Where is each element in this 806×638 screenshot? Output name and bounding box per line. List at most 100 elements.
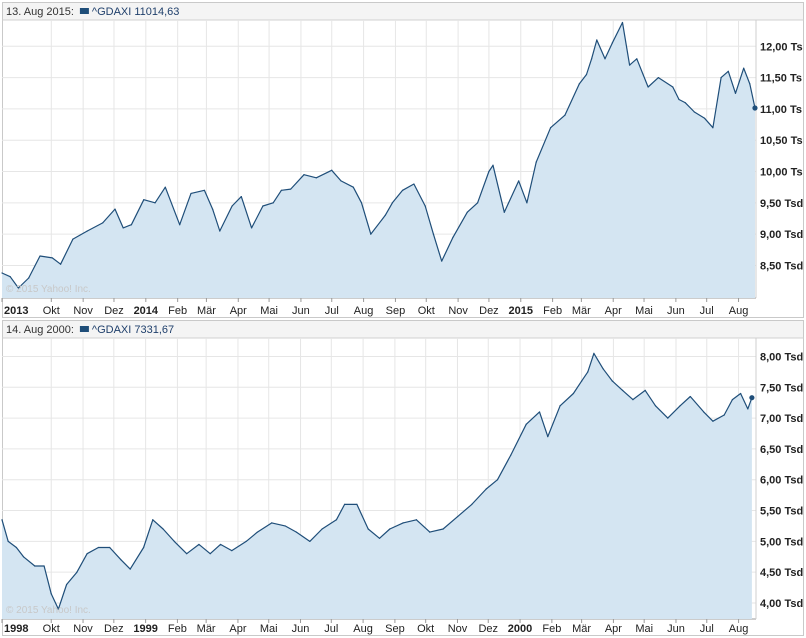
data-point	[526, 202, 528, 204]
data-point	[97, 546, 100, 549]
x-tick-label: Feb	[542, 623, 561, 635]
data-point	[219, 543, 222, 546]
x-tick-label: Mai	[260, 305, 278, 317]
data-point	[678, 98, 680, 101]
y-tick-label: 7,50 Tsd	[760, 382, 803, 394]
data-point	[647, 86, 649, 88]
data-point	[152, 519, 154, 521]
data-point	[256, 531, 259, 533]
y-tick-label: 6,50 Tsd	[760, 444, 803, 456]
x-tick-label: Dez	[104, 305, 124, 317]
data-point	[186, 553, 188, 555]
x-tick-label: 2014	[134, 305, 159, 317]
data-point	[723, 414, 725, 416]
data-point	[378, 537, 381, 539]
x-tick-label: Aug	[353, 623, 373, 635]
data-point	[466, 211, 468, 213]
data-point	[76, 571, 78, 573]
data-point	[39, 255, 41, 257]
x-tick-label: Apr	[229, 623, 246, 635]
series-swatch	[79, 8, 89, 14]
data-point	[672, 86, 674, 88]
data-point	[43, 565, 45, 567]
header-bar	[3, 3, 803, 20]
data-point	[28, 277, 30, 279]
data-point	[102, 222, 104, 224]
data-point	[684, 102, 686, 104]
x-tick-label: Nov	[448, 623, 468, 635]
data-point	[657, 77, 660, 79]
data-point	[432, 233, 435, 235]
data-point	[667, 417, 669, 419]
x-tick-label: Jun	[292, 305, 310, 317]
data-point	[356, 503, 358, 505]
x-tick-label: Sep	[385, 623, 405, 635]
header-date: 14. Aug 2000:	[6, 324, 74, 336]
data-point	[413, 183, 415, 185]
data-point	[57, 608, 60, 610]
data-point	[749, 83, 751, 85]
data-point	[50, 593, 52, 595]
chart-panel-2: 14. Aug 2000: ^GDAXI 7331,67 1998 Okt Nov Dez…	[1, 320, 804, 636]
data-point	[581, 380, 583, 382]
x-tick-label: Aug	[729, 623, 749, 635]
x-tick-label: Feb	[168, 623, 187, 635]
data-point	[340, 180, 342, 182]
x-tick-label: 1999	[133, 623, 157, 635]
data-point	[129, 568, 131, 570]
data-point	[720, 77, 722, 79]
data-point	[488, 170, 490, 173]
data-point	[402, 522, 404, 524]
data-point	[231, 205, 233, 207]
data-point	[335, 519, 338, 521]
y-tick-label: 4,00 Tsd	[760, 598, 803, 610]
x-tick-label: Aug	[729, 305, 749, 317]
x-tick-label: Apr	[605, 623, 622, 635]
data-point	[142, 546, 145, 549]
y-tick-label: 5,50 Tsd	[760, 506, 803, 518]
x-tick-label: Jun	[292, 623, 310, 635]
data-point	[587, 371, 589, 373]
data-point	[471, 503, 473, 505]
data-point	[9, 276, 11, 278]
data-point	[703, 411, 705, 413]
data-point	[22, 556, 25, 558]
x-tick-label: Jun	[667, 305, 685, 317]
x-tick-label: Mär	[197, 305, 216, 317]
x-tick-label: Dez	[104, 623, 124, 635]
series-line	[1, 21, 756, 289]
data-point	[17, 287, 20, 289]
data-point	[245, 540, 247, 542]
data-point	[743, 67, 745, 69]
data-point	[389, 528, 391, 530]
header-series-label: ^GDAXI 7331,67	[92, 324, 174, 336]
series-area	[2, 22, 755, 298]
x-tick-label: Mär	[572, 305, 591, 317]
data-point	[190, 192, 192, 195]
y-tick-label: 11,50 Ts	[760, 73, 802, 85]
x-tick-label: Aug	[354, 305, 374, 317]
x-tick-label: Jul	[700, 305, 714, 317]
data-point	[525, 423, 527, 425]
data-point	[689, 395, 691, 398]
data-point	[51, 257, 53, 259]
data-point	[7, 540, 9, 542]
x-tick-label: Jul	[700, 623, 714, 635]
data-point	[367, 528, 369, 530]
x-tick-label: Jul	[325, 305, 339, 317]
data-point	[231, 549, 233, 552]
data-point	[290, 188, 292, 190]
data-point	[591, 58, 593, 60]
y-tick-label: 11,00 Ts	[760, 104, 802, 116]
data-point	[352, 186, 354, 188]
y-tick-label: 7,00 Tsd	[760, 413, 803, 425]
data-point	[547, 435, 549, 438]
data-point	[315, 177, 317, 179]
data-point	[303, 174, 305, 176]
data-point	[538, 411, 541, 413]
data-point	[72, 238, 74, 240]
last-value-marker	[749, 395, 755, 401]
data-point	[636, 58, 638, 60]
x-tick-label: Mär	[197, 623, 216, 635]
x-tick-label: Mai	[635, 305, 653, 317]
